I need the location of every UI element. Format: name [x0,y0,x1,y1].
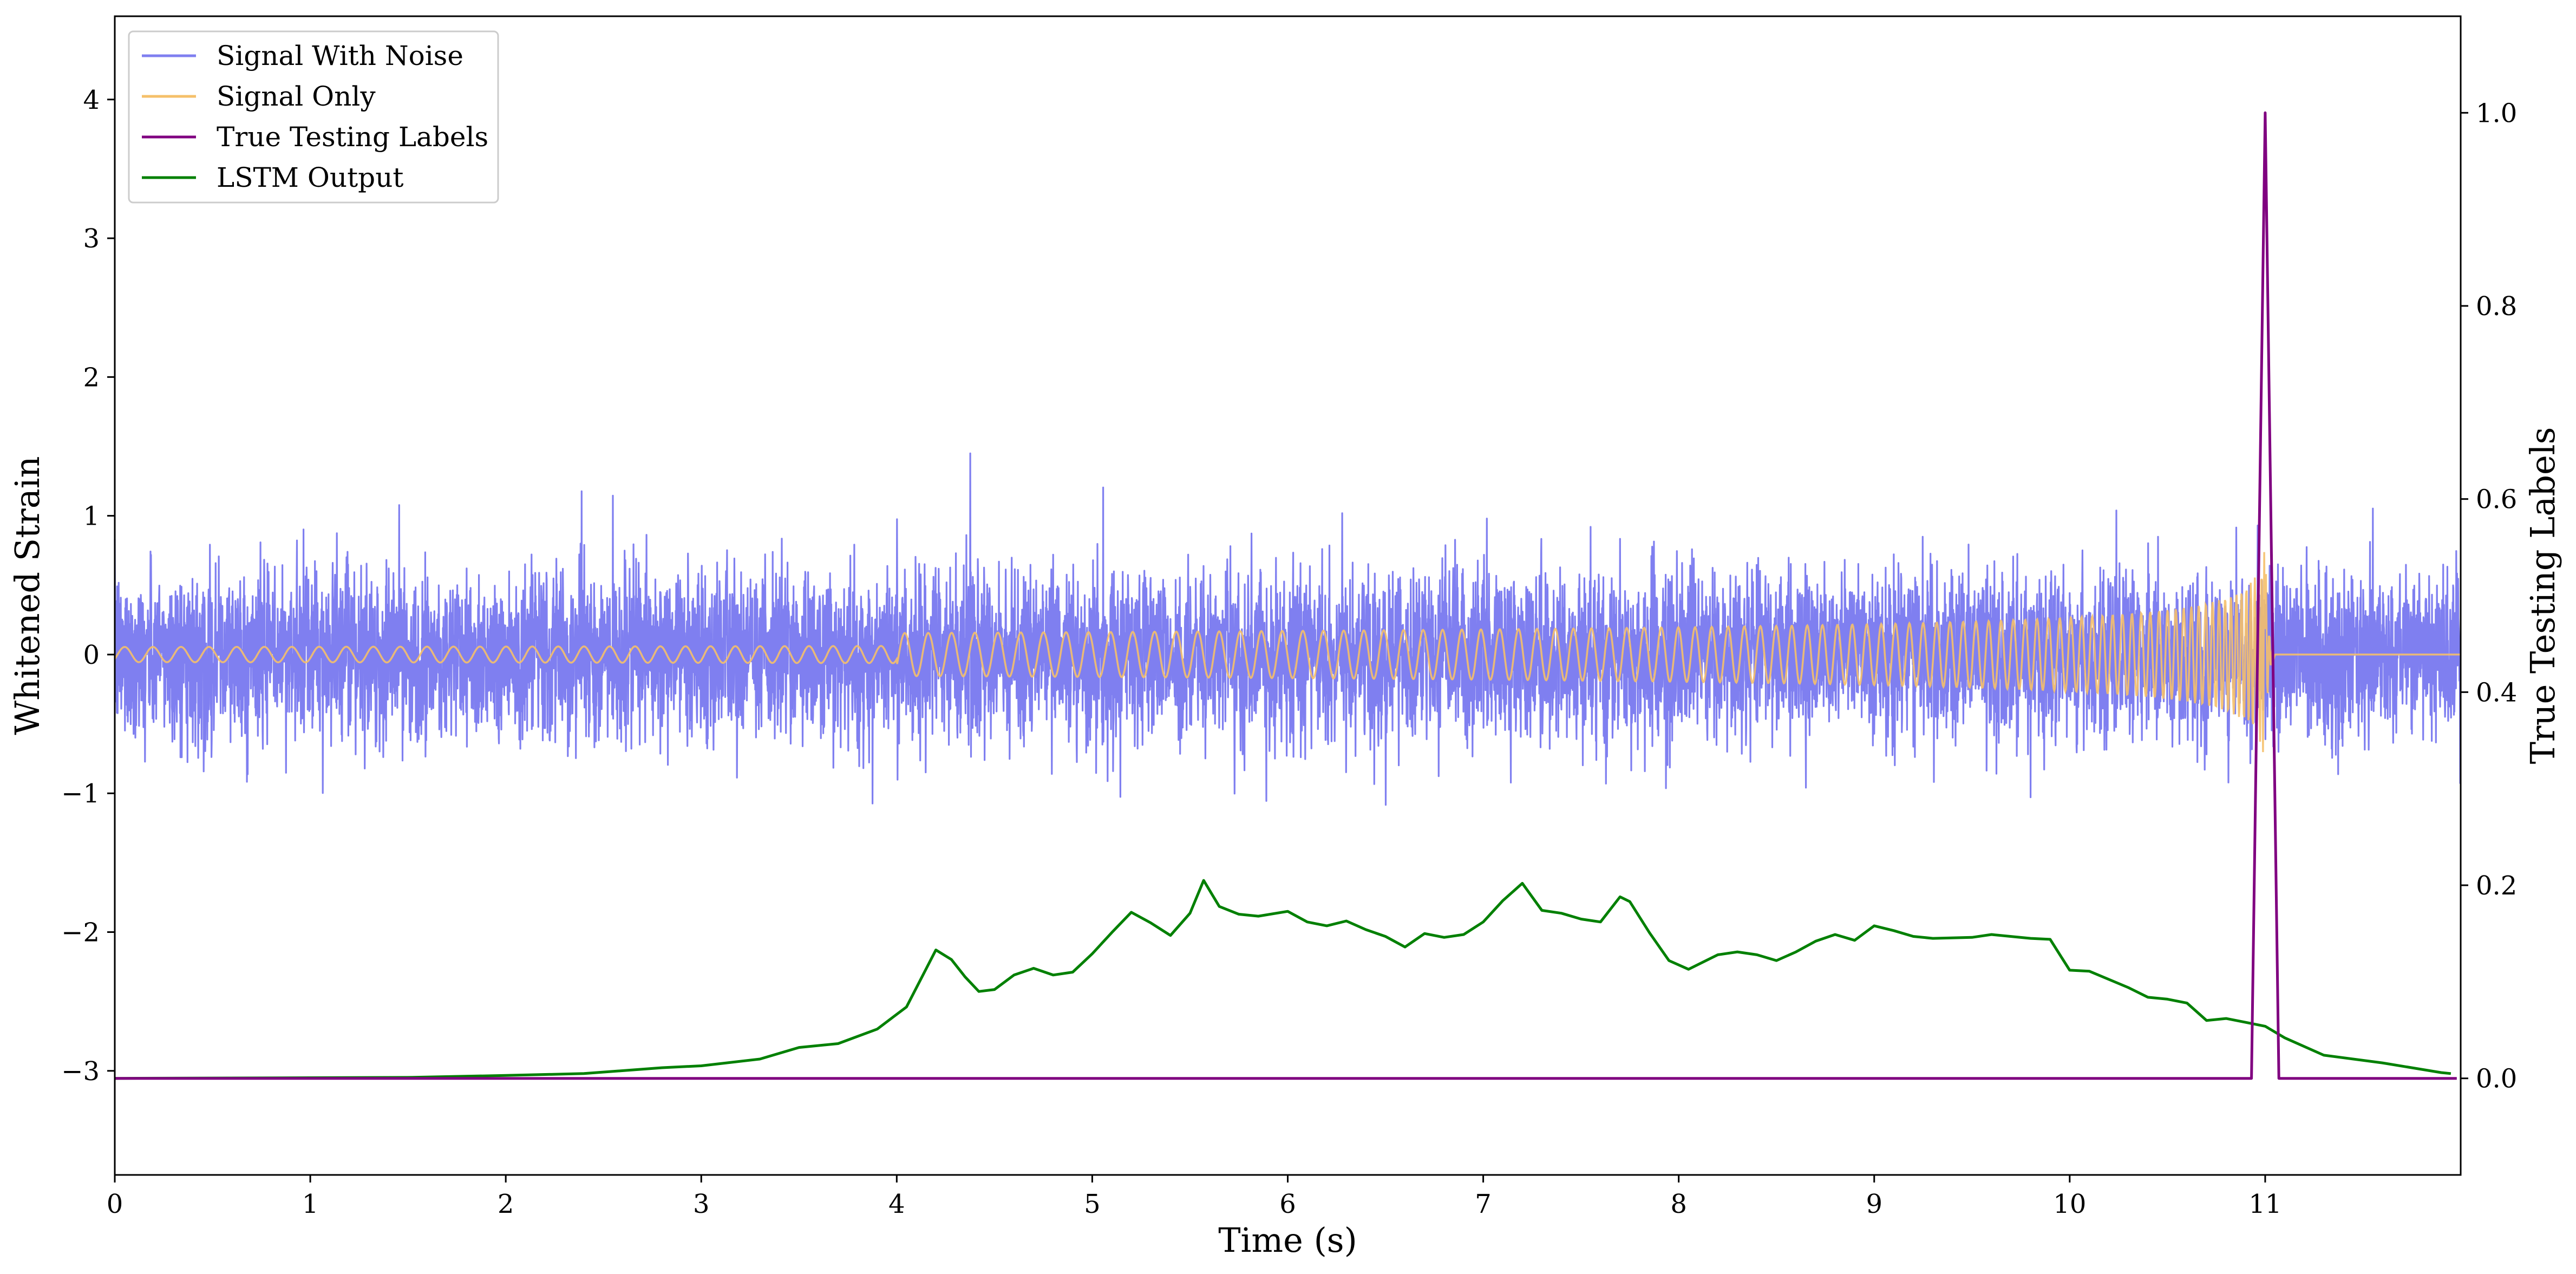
y2-tick-label: 0.6 [2476,485,2517,515]
legend-label-lstm-output: LSTM Output [217,162,403,193]
y-tick-label: 4 [83,85,100,115]
legend: Signal With Noise Signal Only True Testi… [128,30,499,204]
y-tick-label: 3 [83,224,100,254]
y2-axis-title: True Testing Labels [2523,427,2562,765]
series-signal-with-noise [114,452,2462,806]
y-tick-label: −3 [61,1056,100,1087]
y-tick-label: −1 [61,779,100,809]
x-axis: 0 1 2 3 4 5 6 7 8 9 10 11 [107,1175,2281,1219]
lstm-output-line [114,879,2451,1080]
y-axis-right: 0.0 0.2 0.4 0.6 0.8 1.0 [2461,98,2517,1094]
legend-box [128,30,499,204]
y-tick-label: 0 [83,640,100,670]
y-tick-label: 2 [83,362,100,393]
y2-tick-label: 0.4 [2476,677,2517,708]
y-axis-title: Whitened Strain [8,456,47,735]
legend-label-signal-with-noise: Signal With Noise [217,40,463,71]
y2-tick-label: 0.8 [2476,291,2517,322]
x-tick-label: 3 [693,1189,710,1219]
series-signal-only [114,552,2461,753]
x-tick-label: 11 [2248,1189,2281,1219]
x-tick-label: 0 [107,1189,123,1219]
x-tick-label: 9 [1866,1189,1882,1219]
x-tick-label: 4 [888,1189,905,1219]
y2-tick-label: 1.0 [2476,98,2517,128]
x-tick-label: 5 [1084,1189,1101,1219]
signal-with-noise-line [114,452,2462,806]
x-tick-label: 2 [498,1189,514,1219]
legend-label-signal-only: Signal Only [217,81,376,112]
x-tick-label: 1 [302,1189,319,1219]
y2-tick-label: 0.2 [2476,871,2517,901]
x-tick-label: 6 [1279,1189,1296,1219]
y-tick-label: 1 [83,501,100,532]
true-testing-labels-line [115,111,2457,1080]
y-tick-label: −2 [61,917,100,948]
legend-label-true-testing-labels: True Testing Labels [217,121,488,153]
series-true-testing-labels [115,111,2457,1080]
x-tick-label: 7 [1475,1189,1492,1219]
y-axis-left: −3 −2 −1 0 1 2 3 4 [61,85,115,1087]
x-tick-label: 10 [2053,1189,2086,1219]
series-lstm-output [114,879,2451,1080]
y2-tick-label: 0.0 [2476,1064,2517,1094]
signal-only-line [114,552,2461,753]
x-tick-label: 8 [1670,1189,1687,1219]
x-axis-title: Time (s) [1218,1220,1357,1260]
